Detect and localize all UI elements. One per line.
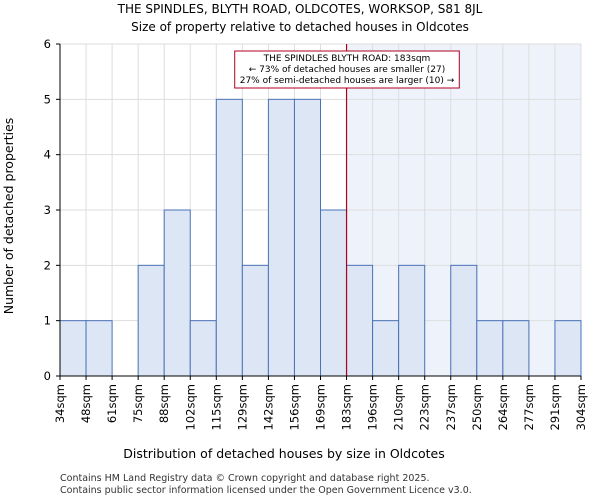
bar-102sqm <box>189 320 217 377</box>
footer-line-1: Contains HM Land Registry data © Crown c… <box>60 473 430 484</box>
x-tick-label: 169sqm <box>314 384 328 430</box>
annotation-line-2: ← 73% of detached houses are smaller (27… <box>249 65 446 75</box>
chart-subtitle: Size of property relative to detached ho… <box>131 20 469 34</box>
bar-196sqm <box>372 320 400 377</box>
x-tick-label: 142sqm <box>261 384 275 430</box>
bar-237sqm <box>450 264 478 377</box>
y-tick-label: 5 <box>44 92 51 106</box>
x-tick-label: 48sqm <box>79 384 93 423</box>
annotation-frame <box>234 50 460 89</box>
y-tick-label: 3 <box>44 203 51 217</box>
x-tick-label: 237sqm <box>444 384 458 430</box>
x-tick-label: 183sqm <box>340 384 354 430</box>
bars <box>59 98 582 377</box>
x-tick-label: 115sqm <box>209 384 223 430</box>
x-tick-label: 210sqm <box>392 384 406 430</box>
bar-142sqm <box>267 98 295 377</box>
x-tick-label: 34sqm <box>53 384 67 423</box>
x-tick-label: 291sqm <box>548 384 562 430</box>
y-tick-label: 4 <box>44 148 51 162</box>
x-tick-label: 264sqm <box>496 384 510 430</box>
bar-88sqm <box>163 209 191 377</box>
annotation-box: THE SPINDLES BLYTH ROAD: 183sqm ← 73% of… <box>234 50 460 89</box>
x-tick-label: 223sqm <box>418 384 432 430</box>
x-tick-label: 102sqm <box>183 384 197 430</box>
x-tick-label: 75sqm <box>131 384 145 423</box>
y-tick-label: 0 <box>44 369 51 383</box>
bar-75sqm <box>137 264 165 377</box>
y-axis-label: Number of detached properties <box>1 118 16 315</box>
x-tick-label: 304sqm <box>574 384 588 430</box>
bar-210sqm <box>398 264 426 377</box>
bar-115sqm <box>215 98 243 377</box>
x-tick-label: 61sqm <box>105 384 119 423</box>
y-tick-label: 6 <box>44 37 51 51</box>
bar-156sqm <box>293 98 322 377</box>
bar-169sqm <box>320 209 348 377</box>
bar-34sqm <box>59 320 87 377</box>
bar-250sqm <box>476 320 504 377</box>
bar-183sqm <box>346 264 374 377</box>
axes <box>56 43 582 380</box>
annotation-line-3: 27% of semi-detached houses are larger (… <box>240 76 455 86</box>
bar-264sqm <box>502 320 530 377</box>
bar-48sqm <box>85 320 113 377</box>
footer-line-2: Contains public sector information licen… <box>60 485 472 496</box>
x-tick-label: 196sqm <box>366 384 380 430</box>
x-tick-label: 277sqm <box>522 384 536 430</box>
x-tick-label: 250sqm <box>470 384 484 430</box>
y-tick-label: 2 <box>44 258 51 272</box>
x-axis-label: Distribution of detached houses by size … <box>123 446 444 461</box>
x-tick-label: 88sqm <box>157 384 171 423</box>
bar-129sqm <box>241 264 269 377</box>
y-tick-labels: 0 1 2 3 4 5 6 <box>44 37 51 383</box>
x-tick-label: 156sqm <box>287 384 301 430</box>
x-tick-labels: 34sqm 48sqm 61sqm 75sqm 88sqm 102sqm 115sqm 129… <box>53 384 588 430</box>
y-tick-label: 1 <box>44 314 51 328</box>
x-tick-label: 129sqm <box>235 384 249 430</box>
chart-title: THE SPINDLES, BLYTH ROAD, OLDCOTES, WORK… <box>117 2 483 16</box>
bar-291sqm <box>554 320 582 377</box>
annotation-line-1: THE SPINDLES BLYTH ROAD: 183sqm <box>263 54 431 64</box>
